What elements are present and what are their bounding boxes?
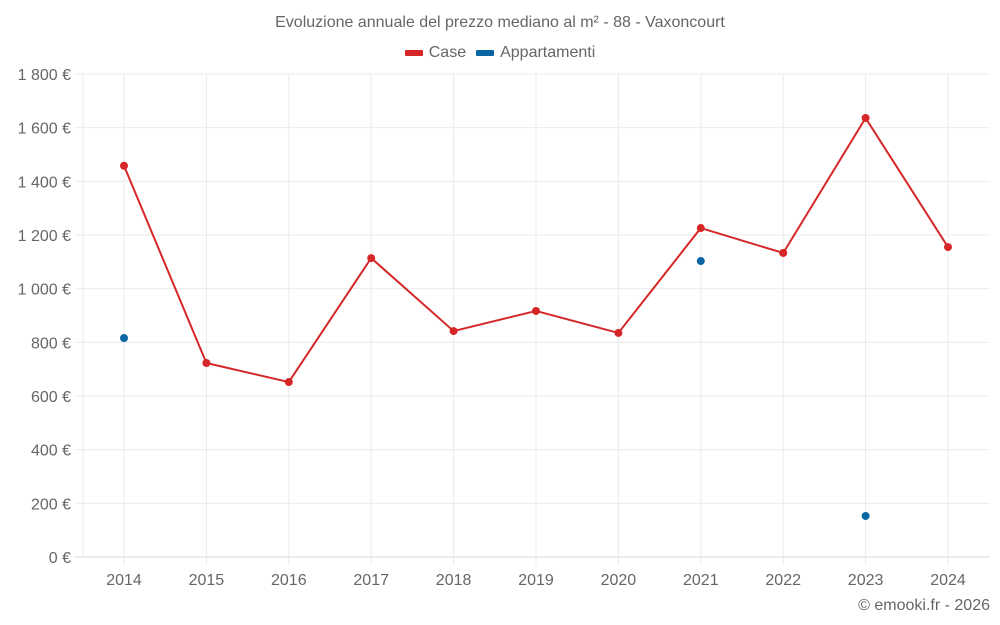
x-tick-label: 2020 — [601, 572, 637, 589]
data-point-case[interactable] — [367, 254, 376, 263]
y-tick-label: 1 000 € — [18, 282, 71, 299]
x-tick-label: 2016 — [271, 572, 307, 589]
x-tick-label: 2022 — [765, 572, 801, 589]
legend-item-appartamenti[interactable]: Appartamenti — [476, 44, 595, 62]
x-tick-label: 2015 — [189, 572, 225, 589]
y-tick-label: 600 € — [31, 389, 71, 406]
data-point-appartamenti[interactable] — [696, 257, 705, 266]
x-tick-label: 2024 — [930, 572, 966, 589]
chart-legend: Case Appartamenti — [0, 44, 1000, 62]
x-tick-label: 2019 — [518, 572, 554, 589]
data-point-case[interactable] — [532, 306, 540, 315]
data-point-case[interactable] — [696, 224, 705, 233]
legend-swatch-appartamenti — [476, 50, 495, 56]
data-point-case[interactable] — [944, 243, 952, 252]
y-tick-label: 200 € — [31, 496, 71, 513]
data-point-case[interactable] — [614, 328, 623, 337]
data-point-case[interactable] — [779, 248, 788, 257]
chart-title: Evoluzione annuale del prezzo mediano al… — [275, 14, 725, 31]
legend-item-case[interactable]: Case — [404, 44, 467, 62]
legend-swatch-case — [404, 50, 423, 56]
data-point-case[interactable] — [861, 114, 870, 123]
y-tick-label: 1 400 € — [18, 174, 71, 191]
x-tick-label: 2017 — [353, 572, 389, 589]
data-point-case[interactable] — [202, 358, 211, 367]
legend-label-case: Case — [428, 44, 467, 61]
x-tick-label: 2014 — [106, 572, 142, 589]
data-point-appartamenti[interactable] — [120, 334, 128, 343]
data-point-case[interactable] — [120, 161, 128, 170]
y-tick-label: 1 800 € — [18, 67, 71, 84]
y-tick-label: 1 200 € — [18, 228, 71, 245]
y-tick-label: 0 € — [49, 550, 71, 567]
data-point-appartamenti[interactable] — [861, 511, 870, 520]
grid-lines — [75, 73, 990, 565]
data-point-case[interactable] — [449, 327, 458, 336]
legend-label-appartamenti: Appartamenti — [500, 44, 596, 61]
y-axis: 0 € 200 € 400 € 600 € 800 € 1 000 € 1 200 € 1 4… — [18, 67, 71, 567]
y-tick-label: 800 € — [31, 335, 71, 352]
data-point-case[interactable] — [284, 378, 293, 387]
x-tick-label: 2021 — [683, 572, 719, 589]
data-series — [120, 114, 952, 520]
x-axis: 2014 2015 2016 2017 2018 2019 2020 2021 2022 2023… — [106, 572, 966, 589]
y-tick-label: 400 € — [31, 443, 71, 460]
x-tick-label: 2018 — [436, 572, 472, 589]
x-tick-label: 2023 — [848, 572, 884, 589]
y-tick-label: 1 600 € — [18, 121, 71, 138]
copyright-text: © emooki.fr - 2026 — [858, 597, 990, 614]
